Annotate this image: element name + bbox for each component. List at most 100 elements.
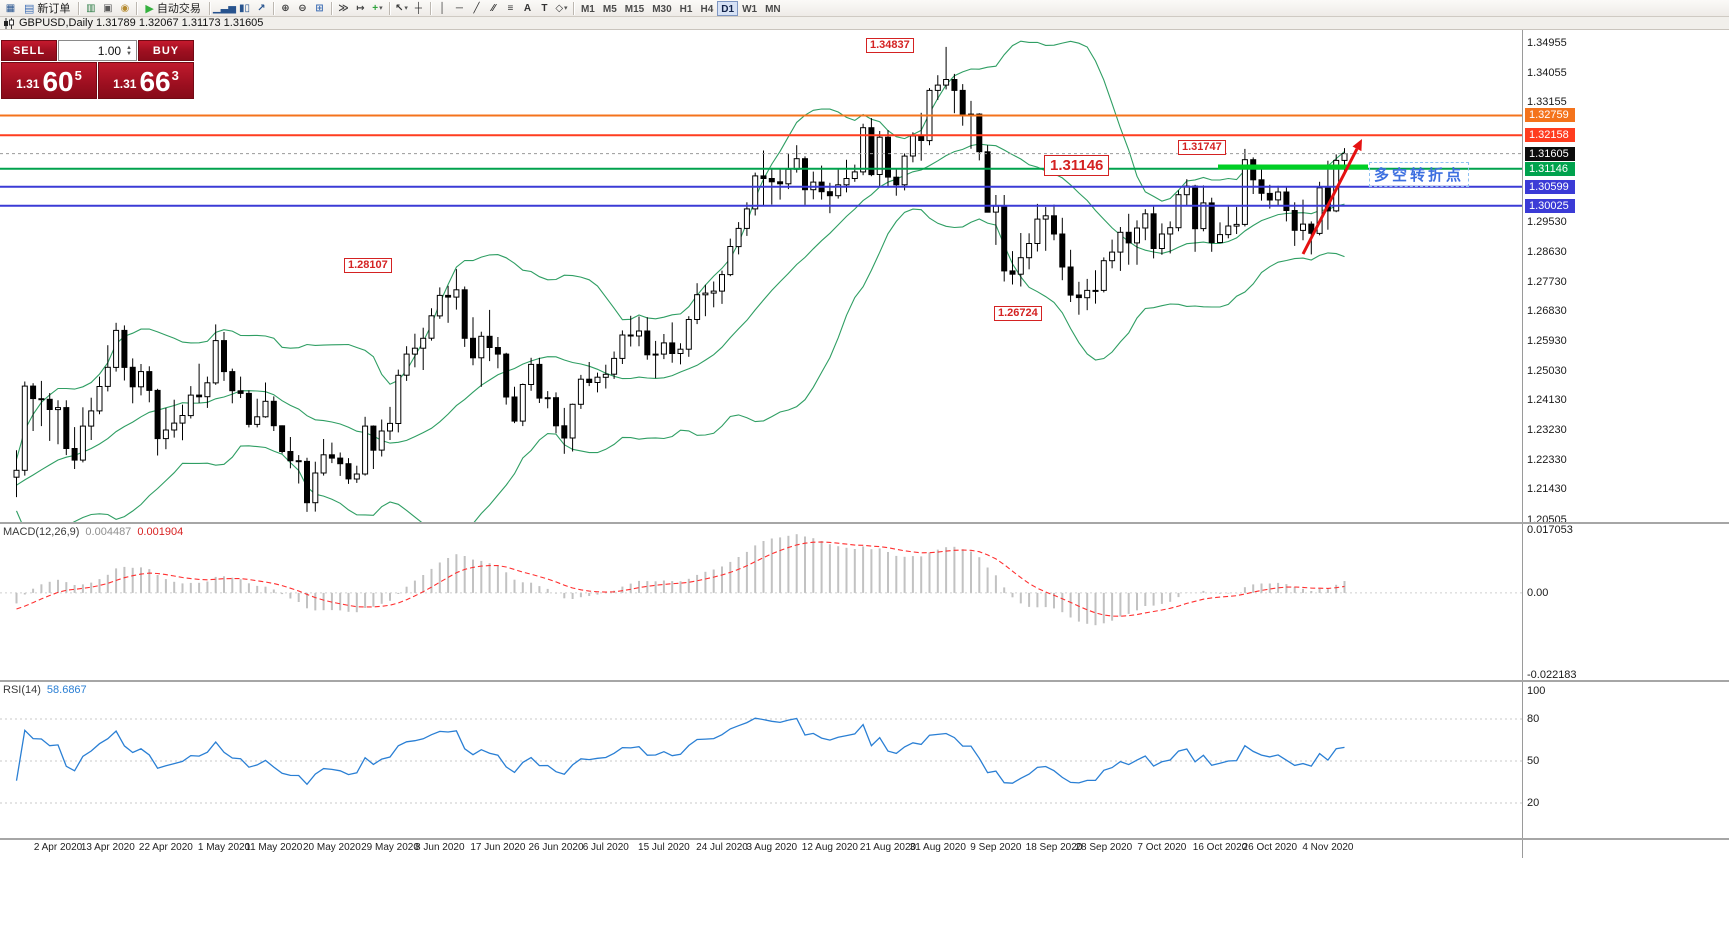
channel-icon[interactable]: ∕∕	[485, 1, 502, 16]
navigator-icon[interactable]: ◉	[116, 1, 133, 16]
price-axis-label: 1.21430	[1527, 483, 1567, 496]
panel-separator[interactable]	[0, 680, 1729, 682]
shapes-icon[interactable]: ◇ ▾	[553, 1, 570, 16]
macd-panel[interactable]: MACD(12,26,9) 0.004487 0.001904	[0, 525, 1522, 680]
new-order-button-label: 新订单	[37, 3, 71, 15]
volume-up-button[interactable]: ▲	[126, 44, 132, 51]
zoom-in-icon[interactable]: ⊕	[277, 1, 294, 16]
time-axis-label: 21 Aug 2020	[859, 842, 917, 853]
timeframe-m30-button[interactable]: M30	[652, 3, 672, 15]
rsi-axis-label: 100	[1527, 685, 1546, 697]
rsi-panel[interactable]: RSI(14) 58.6867	[0, 683, 1522, 838]
time-axis-label: 2 Apr 2020	[33, 842, 83, 853]
time-axis-label: 18 Sep 2020	[1025, 842, 1083, 853]
timeframe-m5-button[interactable]: M5	[602, 3, 617, 15]
buy-button[interactable]: BUY	[138, 40, 194, 61]
crosshair-icon: ┼	[414, 2, 422, 14]
chevron-down-icon[interactable]: ▾	[379, 4, 383, 12]
new-order-icon: ▤	[24, 2, 35, 15]
line-chart-icon[interactable]: ↗	[253, 1, 270, 16]
time-axis-label: 13 Apr 2020	[80, 842, 135, 853]
zoom-out-icon[interactable]: ⊖	[294, 1, 311, 16]
price-annotation[interactable]: 1.34837	[866, 38, 914, 53]
price-annotation[interactable]: 1.26724	[994, 306, 1042, 321]
fibonacci-icon: ≡	[507, 2, 514, 14]
chevron-down-icon[interactable]: ▾	[564, 4, 568, 12]
rsi-axis-label: 20	[1527, 797, 1540, 809]
timeframe-d1-button[interactable]: D1	[717, 0, 739, 16]
fibonacci-icon[interactable]: ≡	[502, 1, 519, 16]
rsi-axis-label: 80	[1527, 713, 1540, 725]
price-tag: 1.32759	[1525, 108, 1575, 122]
price-axis-label: 1.27730	[1527, 275, 1567, 288]
panel-separator[interactable]	[0, 522, 1729, 524]
price-tag: 1.32158	[1525, 128, 1575, 142]
time-axis-label: 24 Jul 2020	[696, 842, 748, 853]
timeframe-m1-button[interactable]: M1	[580, 3, 595, 15]
indicators-icon[interactable]: + ▾	[369, 1, 386, 16]
volume-down-button[interactable]: ▼	[126, 50, 132, 57]
time-axis-label: 17 Jun 2020	[470, 842, 526, 853]
chevron-down-icon[interactable]: ▾	[404, 4, 408, 12]
auto-trading-button-label: 自动交易	[156, 3, 201, 15]
new-order-button[interactable]: ▤ 新订单	[19, 1, 75, 16]
candlestick-chart-icon[interactable]: ▮▯	[236, 1, 253, 16]
market-watch-icon[interactable]: ▥	[82, 1, 99, 16]
tile-windows-icon: ⊞	[315, 2, 324, 14]
navigator-icon: ◉	[120, 2, 130, 14]
label-icon[interactable]: T	[536, 1, 553, 16]
macd-canvas[interactable]	[0, 525, 1522, 680]
timeframe-w1-button[interactable]: W1	[742, 3, 758, 15]
time-axis-label: 6 Jul 2020	[582, 842, 629, 853]
vertical-line-icon[interactable]: │	[434, 1, 451, 16]
panel-separator	[0, 838, 1729, 840]
auto-trading-icon: ▶	[145, 2, 154, 15]
horizontal-line-icon[interactable]: ─	[451, 1, 468, 16]
timeframe-m15-button[interactable]: M15	[624, 3, 645, 15]
price-axis-label: 1.25930	[1527, 334, 1567, 347]
time-axis-label: 15 Jul 2020	[638, 842, 690, 853]
toolbar-separator	[429, 1, 431, 15]
auto-trading-button[interactable]: ▶ 自动交易	[140, 1, 205, 16]
tile-windows-icon[interactable]: ⊞	[311, 1, 328, 16]
crosshair-icon[interactable]: ┼	[410, 1, 427, 16]
main-chart-area[interactable]: 1.34837 1.31747 1.31146 1.28107 1.26724 多空转折点	[0, 30, 1522, 522]
candlestick-chart-icon: ▮▯	[238, 2, 250, 14]
chart-shift-icon[interactable]: ↦	[352, 1, 369, 16]
price-axis-label: 1.33155	[1527, 96, 1567, 109]
cursor-icon[interactable]: ↖ ▾	[393, 1, 410, 16]
data-window-icon[interactable]: ▣	[99, 1, 116, 16]
trendline-icon[interactable]: ╱	[468, 1, 485, 16]
volume-input[interactable]: 1.00 ▲ ▼	[58, 40, 137, 61]
text-icon[interactable]: A	[519, 1, 536, 16]
price-annotation[interactable]: 1.31146	[1044, 155, 1110, 176]
bar-chart-icon[interactable]: ▁▃▅	[213, 1, 236, 16]
zoom-in-icon: ⊕	[281, 2, 290, 14]
sell-button[interactable]: SELL	[1, 40, 57, 61]
price-annotation[interactable]: 1.31747	[1178, 140, 1226, 155]
time-axis-label: 9 Sep 2020	[970, 842, 1022, 853]
chart-caption-bar: GBPUSD,Daily 1.31789 1.32067 1.31173 1.3…	[0, 17, 1729, 30]
price-axis-label: 1.29530	[1527, 216, 1567, 229]
rsi-canvas[interactable]	[0, 683, 1522, 838]
main-chart-canvas[interactable]	[0, 30, 1522, 522]
chart-title: GBPUSD,Daily 1.31789 1.32067 1.31173 1.3…	[19, 17, 264, 29]
auto-scroll-icon: ≫	[338, 2, 349, 14]
candlestick-icon	[4, 17, 14, 29]
timeframe-h4-button[interactable]: H4	[700, 3, 714, 15]
new-chart-icon[interactable]: ▦	[2, 1, 19, 16]
timeframe-mn-button[interactable]: MN	[765, 3, 781, 15]
price-axis-label: 1.28630	[1527, 245, 1567, 258]
auto-scroll-icon[interactable]: ≫	[335, 1, 352, 16]
turning-point-note[interactable]: 多空转折点	[1369, 162, 1470, 187]
price-tag: 1.30025	[1525, 199, 1575, 213]
sell-price-button[interactable]: 1.31 60 5	[1, 62, 97, 99]
macd-axis-label: 0.00	[1527, 586, 1549, 599]
toolbar-separator	[572, 1, 574, 15]
buy-price-button[interactable]: 1.31 66 3	[98, 62, 194, 99]
toolbar-separator	[330, 1, 332, 15]
price-annotation[interactable]: 1.28107	[344, 258, 392, 273]
timeframe-h1-button[interactable]: H1	[679, 3, 693, 15]
zoom-out-icon: ⊖	[298, 2, 307, 14]
market-watch-icon: ▥	[86, 2, 96, 14]
